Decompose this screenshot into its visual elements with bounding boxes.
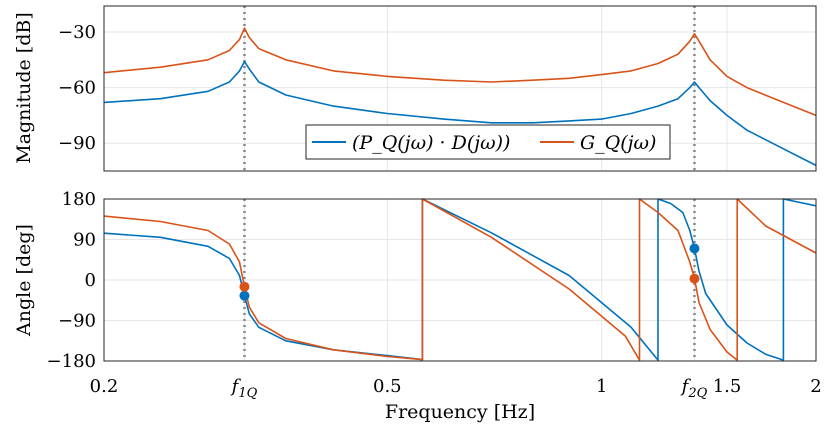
x-tick-label: 0.5 [373,376,402,397]
phase-y-tick-label: 90 [73,230,96,251]
x-tick-label: f2Q [680,376,708,401]
phase-y-tick-label: −180 [47,351,96,372]
phase-y-axis-label: Angle [deg] [13,224,35,337]
x-tick-label: 0.2 [90,376,119,397]
legend-box [305,124,671,160]
legend: (P_Q(jω) · D(jω)) G_Q(jω) [305,124,671,160]
phase-axes-border [103,198,817,362]
phase-y-tick-labels: 180 90 0 −90 −180 [47,189,96,372]
magnitude-y-tick-label: −90 [58,133,96,154]
phase-series-line-2 [103,198,817,361]
phase-marker-point-2 [239,281,250,292]
phase-y-tick-label: −90 [58,311,96,332]
magnitude-series [103,27,817,167]
magnitude-series-line-2 [103,27,817,117]
magnitude-axes-border [103,5,817,172]
x-tick-label: 1 [596,376,607,397]
magnitude-series-line-1 [103,60,817,167]
phase-marker-point-1 [239,290,250,301]
phase-y-tick-label: 0 [85,270,96,291]
x-tick-label: f1Q [230,376,258,401]
magnitude-panel: −30 −60 −90 Magnitude [dB] (P_Q(jω) · D(jω… [13,5,817,172]
x-tick-label: 2 [810,376,821,397]
magnitude-y-tick-labels: −30 −60 −90 [58,22,96,154]
magnitude-y-tick-label: −60 [58,78,96,99]
phase-marker-points [239,243,700,301]
phase-y-tick-label: 180 [62,189,96,210]
x-tick-label: 1.5 [713,376,742,397]
x-axis-label: Frequency [Hz] [385,401,535,423]
phase-marker-point-3 [689,243,700,254]
magnitude-y-axis-label: Magnitude [dB] [13,12,35,164]
legend-entry-series-1: (P_Q(jω) · D(jω)) [352,132,510,154]
x-tick-labels: 0.2 f1Q 0.5 1 f2Q 1.5 2 [90,376,822,401]
phase-panel: 180 90 0 −90 −180 Angle [deg] [13,189,817,372]
legend-entry-series-2: G_Q(jω) [580,132,656,154]
phase-marker-point-4 [689,273,700,284]
magnitude-y-tick-label: −30 [58,22,96,43]
